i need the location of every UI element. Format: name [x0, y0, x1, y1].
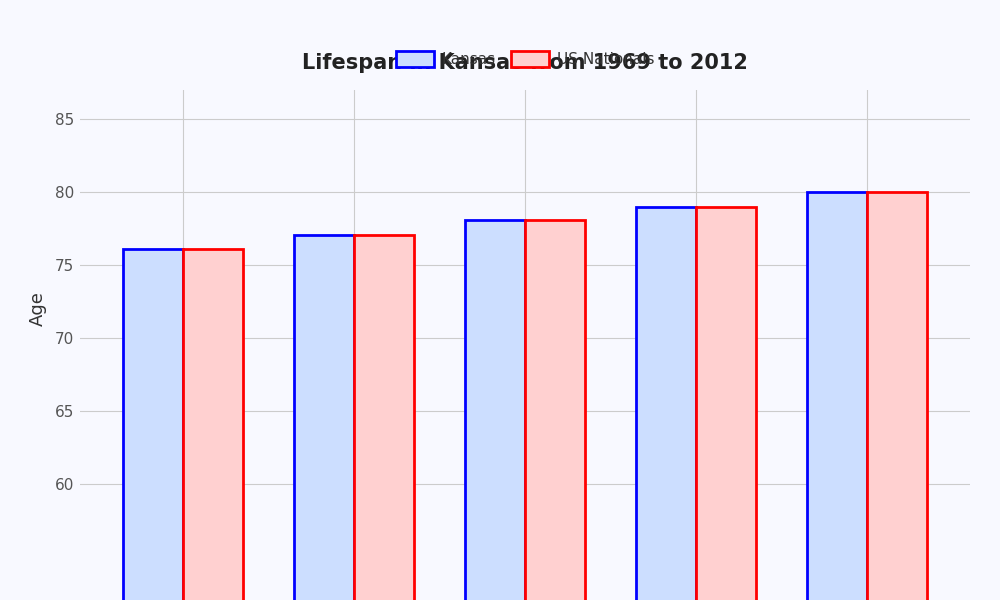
Title: Lifespan in Kansas from 1969 to 2012: Lifespan in Kansas from 1969 to 2012 — [302, 53, 748, 73]
Bar — [807, 192, 867, 600]
X-axis label: Year: Year — [506, 557, 544, 575]
Bar — [636, 207, 696, 600]
Bar — [525, 220, 585, 600]
Bar — [183, 249, 243, 600]
Bar — [867, 192, 927, 600]
Y-axis label: Age: Age — [29, 292, 47, 326]
Bar — [465, 220, 525, 600]
Bar — [354, 235, 414, 600]
Bar — [696, 207, 756, 600]
Bar — [294, 235, 354, 600]
Bar — [123, 249, 183, 600]
Legend: Kansas, US Nationals: Kansas, US Nationals — [390, 45, 660, 73]
